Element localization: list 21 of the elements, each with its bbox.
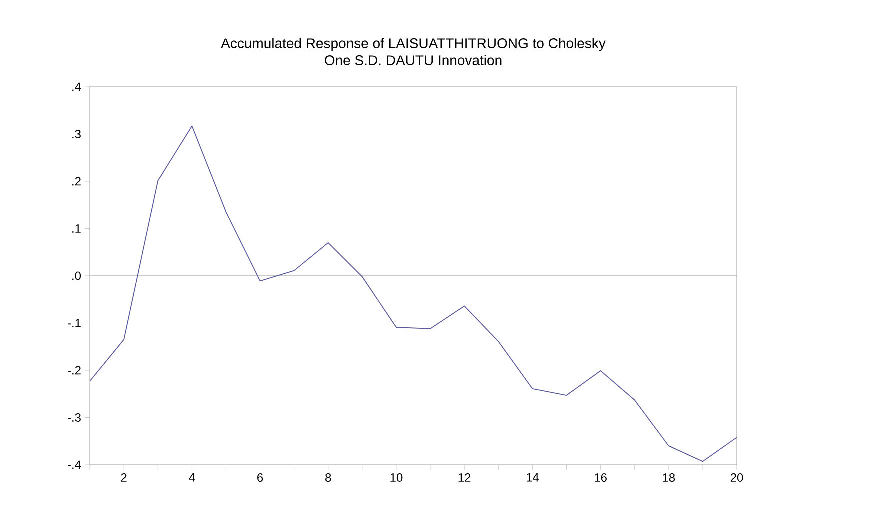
x-tick-label: 2	[121, 474, 127, 482]
y-tick-label: .2	[72, 177, 81, 186]
y-tick-label: .0	[72, 272, 82, 280]
y-tick-label: .3	[72, 130, 81, 138]
x-tick-label: 16	[595, 474, 607, 482]
x-tick-label: 20	[730, 474, 744, 482]
x-tick-label: 4	[189, 474, 196, 482]
line-series	[90, 126, 737, 462]
y-tick-label: -.4	[68, 460, 82, 470]
x-tick-label: 8	[326, 474, 332, 482]
y-tick-label: -.2	[68, 366, 81, 375]
x-tick-label: 14	[526, 474, 540, 482]
chart-title: Accumulated Response of LAISUATTHITRUONG to Cholesky One S.D. DAUTU Innovation	[221, 38, 606, 66]
x-tick-label: 10	[390, 474, 403, 482]
y-tick-label: .1	[72, 224, 81, 233]
y-tick-label: -.1	[68, 319, 81, 328]
y-tick-label: .4	[72, 82, 82, 92]
x-tick-label: 6	[258, 474, 264, 482]
x-tick-label: 18	[663, 474, 676, 482]
y-tick-label: -.3	[68, 413, 81, 422]
x-tick-label: 12	[458, 474, 471, 482]
